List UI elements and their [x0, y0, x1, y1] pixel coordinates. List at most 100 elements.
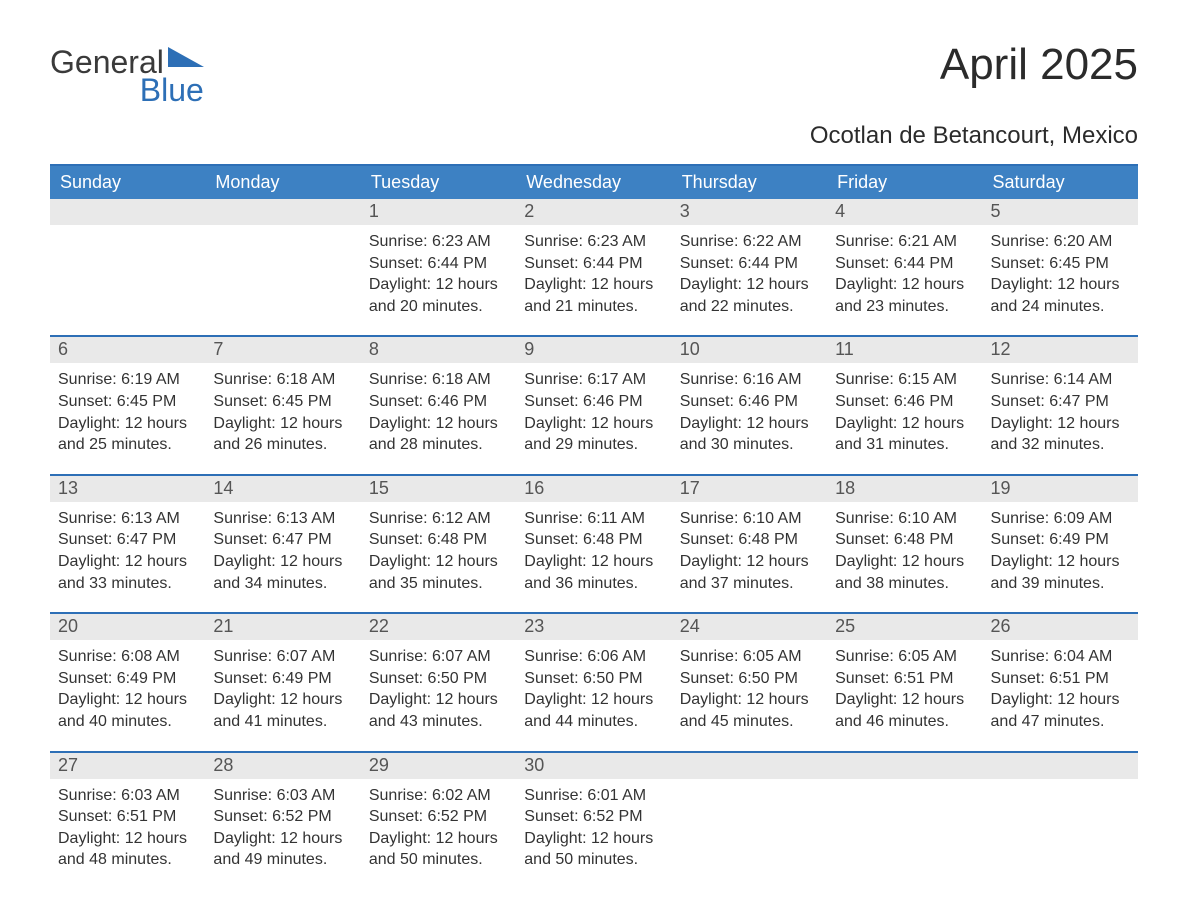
daylight-line: Daylight: 12 hours and 47 minutes. — [991, 689, 1130, 732]
day-cell: 8Sunrise: 6:18 AMSunset: 6:46 PMDaylight… — [361, 337, 516, 457]
sunrise-line: Sunrise: 6:02 AM — [369, 785, 508, 807]
daylight-line: Daylight: 12 hours and 25 minutes. — [58, 413, 197, 456]
sunset-line: Sunset: 6:48 PM — [680, 529, 819, 551]
daylight-line: Daylight: 12 hours and 32 minutes. — [991, 413, 1130, 456]
day-cell: 7Sunrise: 6:18 AMSunset: 6:45 PMDaylight… — [205, 337, 360, 457]
daylight-line: Daylight: 12 hours and 50 minutes. — [369, 828, 508, 871]
day-number: 6 — [50, 337, 205, 363]
week-row: 1Sunrise: 6:23 AMSunset: 6:44 PMDaylight… — [50, 199, 1138, 319]
day-cell: 11Sunrise: 6:15 AMSunset: 6:46 PMDayligh… — [827, 337, 982, 457]
daylight-line: Daylight: 12 hours and 45 minutes. — [680, 689, 819, 732]
sunset-line: Sunset: 6:51 PM — [991, 668, 1130, 690]
daylight-line: Daylight: 12 hours and 26 minutes. — [213, 413, 352, 456]
day-cell: 4Sunrise: 6:21 AMSunset: 6:44 PMDaylight… — [827, 199, 982, 319]
day-number: 4 — [827, 199, 982, 225]
weekday-header: Sunday — [50, 166, 205, 199]
sunset-line: Sunset: 6:49 PM — [991, 529, 1130, 551]
sunset-line: Sunset: 6:46 PM — [680, 391, 819, 413]
weekday-header: Tuesday — [361, 166, 516, 199]
day-number: 19 — [983, 476, 1138, 502]
month-title: April 2025 — [940, 40, 1138, 90]
weekday-header: Wednesday — [516, 166, 671, 199]
week-row: 6Sunrise: 6:19 AMSunset: 6:45 PMDaylight… — [50, 335, 1138, 457]
sunrise-line: Sunrise: 6:16 AM — [680, 369, 819, 391]
day-cell: 14Sunrise: 6:13 AMSunset: 6:47 PMDayligh… — [205, 476, 360, 596]
day-cell: 18Sunrise: 6:10 AMSunset: 6:48 PMDayligh… — [827, 476, 982, 596]
day-content: Sunrise: 6:18 AMSunset: 6:45 PMDaylight:… — [205, 363, 360, 457]
day-cell: 28Sunrise: 6:03 AMSunset: 6:52 PMDayligh… — [205, 753, 360, 873]
day-number: 20 — [50, 614, 205, 640]
sunrise-line: Sunrise: 6:17 AM — [524, 369, 663, 391]
sunset-line: Sunset: 6:46 PM — [524, 391, 663, 413]
sunset-line: Sunset: 6:45 PM — [58, 391, 197, 413]
brand-logo: General Blue — [50, 40, 204, 106]
sunset-line: Sunset: 6:51 PM — [58, 806, 197, 828]
day-content: Sunrise: 6:17 AMSunset: 6:46 PMDaylight:… — [516, 363, 671, 457]
day-cell: 1Sunrise: 6:23 AMSunset: 6:44 PMDaylight… — [361, 199, 516, 319]
day-cell: 27Sunrise: 6:03 AMSunset: 6:51 PMDayligh… — [50, 753, 205, 873]
sunset-line: Sunset: 6:48 PM — [524, 529, 663, 551]
day-content: Sunrise: 6:22 AMSunset: 6:44 PMDaylight:… — [672, 225, 827, 319]
day-number: 12 — [983, 337, 1138, 363]
day-cell: 6 Sunrise: 6:19 AMSunset: 6:45 PMDaylight… — [50, 337, 205, 457]
day-number: 18 — [827, 476, 982, 502]
daylight-line: Daylight: 12 hours and 38 minutes. — [835, 551, 974, 594]
daylight-line: Daylight: 12 hours and 36 minutes. — [524, 551, 663, 594]
sunset-line: Sunset: 6:52 PM — [369, 806, 508, 828]
sunset-line: Sunset: 6:52 PM — [524, 806, 663, 828]
sunrise-line: Sunrise: 6:20 AM — [991, 231, 1130, 253]
day-number: 2 — [516, 199, 671, 225]
title-block: April 2025 — [940, 40, 1138, 90]
daylight-line: Daylight: 12 hours and 24 minutes. — [991, 274, 1130, 317]
sunset-line: Sunset: 6:44 PM — [680, 253, 819, 275]
sunrise-line: Sunrise: 6:09 AM — [991, 508, 1130, 530]
day-cell: 24Sunrise: 6:05 AMSunset: 6:50 PMDayligh… — [672, 614, 827, 734]
weekday-header: Monday — [205, 166, 360, 199]
daylight-line: Daylight: 12 hours and 30 minutes. — [680, 413, 819, 456]
daylight-line: Daylight: 12 hours and 41 minutes. — [213, 689, 352, 732]
day-cell: 29Sunrise: 6:02 AMSunset: 6:52 PMDayligh… — [361, 753, 516, 873]
sunrise-line: Sunrise: 6:22 AM — [680, 231, 819, 253]
day-content: Sunrise: 6:13 AMSunset: 6:47 PMDaylight:… — [205, 502, 360, 596]
day-number: 10 — [672, 337, 827, 363]
sunrise-line: Sunrise: 6:15 AM — [835, 369, 974, 391]
sunrise-line: Sunrise: 6:04 AM — [991, 646, 1130, 668]
sunrise-line: Sunrise: 6:19 AM — [58, 369, 197, 391]
sunrise-line: Sunrise: 6:03 AM — [58, 785, 197, 807]
day-number: 28 — [205, 753, 360, 779]
day-content: Sunrise: 6:07 AMSunset: 6:50 PMDaylight:… — [361, 640, 516, 734]
day-content: Sunrise: 6:18 AMSunset: 6:46 PMDaylight:… — [361, 363, 516, 457]
sunset-line: Sunset: 6:44 PM — [369, 253, 508, 275]
daylight-line: Daylight: 12 hours and 31 minutes. — [835, 413, 974, 456]
day-number: 11 — [827, 337, 982, 363]
day-cell: 5Sunrise: 6:20 AMSunset: 6:45 PMDaylight… — [983, 199, 1138, 319]
sunrise-line: Sunrise: 6:13 AM — [58, 508, 197, 530]
day-number: 23 — [516, 614, 671, 640]
day-content: Sunrise: 6:23 AMSunset: 6:44 PMDaylight:… — [516, 225, 671, 319]
day-number — [672, 753, 827, 779]
day-number: 22 — [361, 614, 516, 640]
sunset-line: Sunset: 6:47 PM — [991, 391, 1130, 413]
day-cell-empty — [205, 199, 360, 319]
sunset-line: Sunset: 6:45 PM — [213, 391, 352, 413]
sunrise-line: Sunrise: 6:08 AM — [58, 646, 197, 668]
sunset-line: Sunset: 6:44 PM — [835, 253, 974, 275]
calendar-table: SundayMondayTuesdayWednesdayThursdayFrid… — [50, 164, 1138, 873]
sunrise-line: Sunrise: 6:21 AM — [835, 231, 974, 253]
weekday-header: Saturday — [983, 166, 1138, 199]
sunset-line: Sunset: 6:47 PM — [213, 529, 352, 551]
day-content: Sunrise: 6:03 AMSunset: 6:52 PMDaylight:… — [205, 779, 360, 873]
day-number: 7 — [205, 337, 360, 363]
day-content: Sunrise: 6:05 AMSunset: 6:51 PMDaylight:… — [827, 640, 982, 734]
day-cell-empty — [672, 753, 827, 873]
day-cell-empty — [50, 199, 205, 319]
sunset-line: Sunset: 6:50 PM — [524, 668, 663, 690]
day-number: 21 — [205, 614, 360, 640]
day-number: 16 — [516, 476, 671, 502]
sunrise-line: Sunrise: 6:05 AM — [680, 646, 819, 668]
day-content: Sunrise: 6:23 AMSunset: 6:44 PMDaylight:… — [361, 225, 516, 319]
weeks-container: 1Sunrise: 6:23 AMSunset: 6:44 PMDaylight… — [50, 199, 1138, 873]
sunrise-line: Sunrise: 6:23 AM — [524, 231, 663, 253]
day-number: 3 — [672, 199, 827, 225]
weekday-header: Friday — [827, 166, 982, 199]
